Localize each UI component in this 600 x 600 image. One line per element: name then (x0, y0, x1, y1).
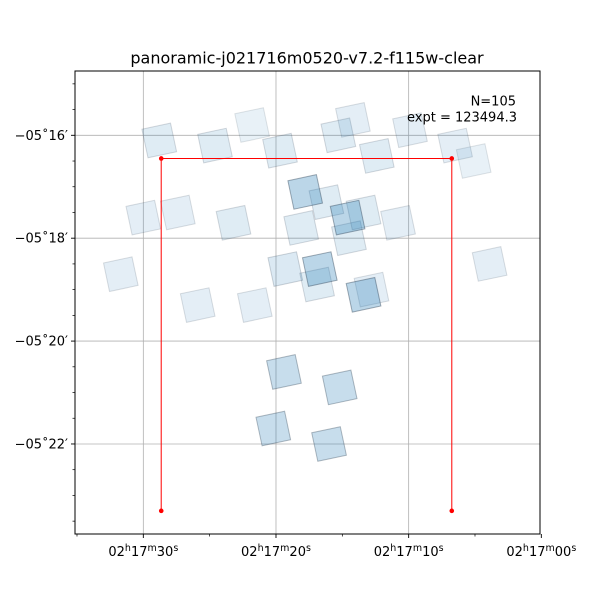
exposure-footprint (234, 107, 270, 143)
region-outline-vertex (158, 508, 164, 514)
axis-ticks (71, 83, 542, 538)
exposure-footprint (267, 251, 304, 287)
x-tick-unit-superscript: m (148, 543, 157, 554)
region-outline-vertex (158, 156, 164, 161)
x-tick-label: 02h17m20s (241, 543, 311, 560)
x-tick-label: 02h17m00s (506, 543, 576, 560)
exposure-footprint (320, 117, 357, 154)
x-tick-value: 17 (264, 545, 281, 560)
y-tick-label: −05˚16′ (15, 128, 68, 144)
x-tick-unit-superscript: h (390, 543, 396, 554)
x-tick-value: 10 (422, 545, 439, 560)
x-tick-unit-superscript: m (280, 543, 289, 554)
grid-lines (75, 71, 540, 534)
exposure-footprint (159, 194, 196, 231)
region-outline-line (160, 158, 453, 511)
exposure-footprint (255, 410, 292, 447)
x-tick-labels: 02h17m30s 02h17m20s 02h17m10s 02h17m00s (108, 543, 576, 560)
exposure-footprint (331, 220, 367, 257)
x-tick-unit-superscript: s (439, 543, 444, 554)
exposure-footprint (308, 184, 345, 221)
exposure-footprint (437, 127, 473, 164)
x-tick-value: 17 (529, 545, 546, 560)
exposure-footprint (287, 174, 324, 210)
exposure-footprint (345, 194, 382, 231)
exposure-footprint (283, 210, 320, 246)
y-tick-label: −05˚18′ (15, 231, 68, 247)
exposure-footprint (311, 426, 347, 462)
exposure-footprints (102, 102, 508, 462)
x-tick-unit-superscript: h (125, 543, 131, 554)
exposure-footprint (380, 204, 416, 241)
x-tick-value: 17 (131, 545, 148, 560)
plot-frame (74, 70, 541, 535)
y-tick-label: −05˚20′ (15, 334, 68, 350)
exposure-footprint (471, 246, 508, 282)
annotation-box: N=105 expt = 123494.3 (407, 95, 517, 126)
x-tick-value: 30 (157, 545, 174, 560)
region-outline (158, 156, 455, 514)
exposure-footprint (141, 122, 178, 159)
exposure-footprint (266, 354, 302, 390)
y-tick-label: −05˚22′ (15, 436, 68, 452)
x-tick-value: 02 (241, 545, 258, 560)
chart-title: panoramic-j021716m0520-v7.2-f115w-clear (130, 49, 484, 68)
x-tick-value: 20 (289, 545, 306, 560)
exposure-footprint (125, 199, 162, 236)
exposure-time-label: expt = 123494.3 (407, 111, 517, 126)
exposure-footprint (353, 271, 390, 308)
x-tick-unit-superscript: h (523, 543, 529, 554)
exposure-footprint (262, 132, 298, 169)
exposure-footprint (179, 287, 216, 323)
exposure-footprint (102, 256, 139, 293)
x-tick-unit-superscript: s (571, 543, 576, 554)
region-outline-vertex (449, 156, 455, 161)
exposure-footprint (321, 369, 358, 406)
exposure-count-label: N=105 (471, 95, 516, 110)
exposure-footprint (329, 199, 366, 236)
x-tick-unit-superscript: m (546, 543, 555, 554)
x-tick-unit-superscript: m (413, 543, 422, 554)
exposure-footprint (299, 266, 335, 303)
x-tick-unit-superscript: s (306, 543, 311, 554)
x-tick-label: 02h17m10s (374, 543, 444, 560)
x-tick-value: 02 (506, 545, 523, 560)
x-tick-unit-superscript: h (258, 543, 264, 554)
exposure-footprint (197, 127, 233, 164)
x-tick-value: 00 (555, 545, 572, 560)
exposure-footprint (236, 287, 273, 323)
exposure-footprint (335, 102, 371, 138)
exposure-footprint (215, 204, 252, 241)
exposure-footprint (358, 138, 395, 174)
x-tick-value: 02 (108, 545, 125, 560)
x-tick-unit-superscript: s (173, 543, 178, 554)
exposure-footprint (392, 112, 428, 149)
y-tick-labels: −05˚16′ −05˚18′ −05˚20′ −05˚22′ (15, 128, 68, 453)
x-tick-value: 02 (374, 545, 391, 560)
x-tick-label: 02h17m30s (108, 543, 178, 560)
region-outline-vertex (449, 508, 455, 514)
exposure-footprint (345, 276, 382, 313)
x-tick-value: 17 (396, 545, 413, 560)
exposure-footprint (455, 143, 492, 179)
exposure-footprint (301, 251, 338, 287)
